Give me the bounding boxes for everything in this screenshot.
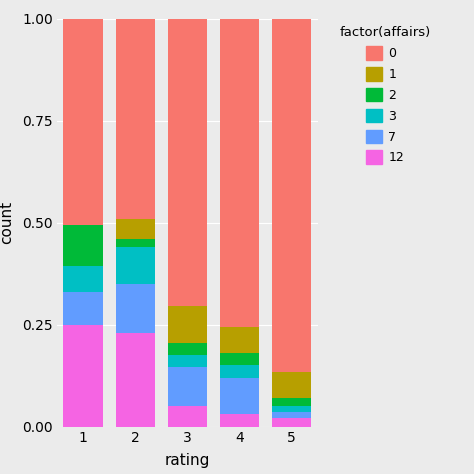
Bar xyxy=(220,327,259,353)
Y-axis label: count: count xyxy=(0,201,14,244)
Bar xyxy=(116,219,155,239)
Bar xyxy=(220,414,259,427)
Bar xyxy=(220,19,259,327)
Bar xyxy=(220,378,259,414)
Legend: 0, 1, 2, 3, 7, 12: 0, 1, 2, 3, 7, 12 xyxy=(334,21,436,169)
Bar xyxy=(272,398,311,406)
Bar xyxy=(272,19,311,372)
Bar xyxy=(168,406,207,427)
Bar xyxy=(272,419,311,427)
Bar xyxy=(168,306,207,343)
Bar xyxy=(116,284,155,333)
Bar xyxy=(272,412,311,419)
Bar xyxy=(168,367,207,406)
Bar xyxy=(168,19,207,306)
Bar xyxy=(116,247,155,284)
Bar xyxy=(168,343,207,356)
Bar xyxy=(116,239,155,247)
Bar xyxy=(272,406,311,412)
Bar xyxy=(116,333,155,427)
Bar xyxy=(220,353,259,365)
Bar xyxy=(168,356,207,367)
Bar xyxy=(64,325,102,427)
Bar xyxy=(64,292,102,325)
Bar xyxy=(64,265,102,292)
Bar xyxy=(116,19,155,219)
Bar xyxy=(272,372,311,398)
Bar xyxy=(64,225,102,265)
X-axis label: rating: rating xyxy=(164,453,210,468)
Bar xyxy=(220,365,259,378)
Bar xyxy=(64,19,102,225)
